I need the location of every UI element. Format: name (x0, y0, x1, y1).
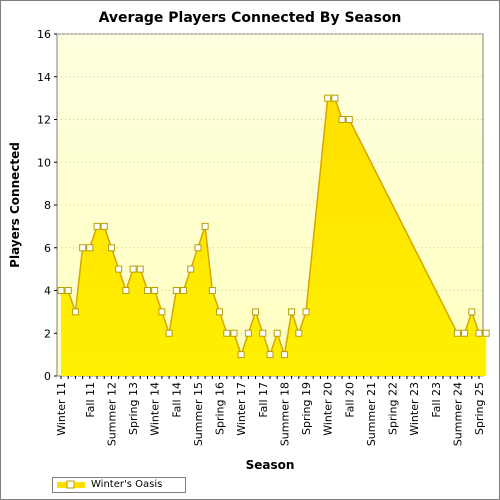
x-tick-label: Spring 25 (473, 382, 486, 435)
y-tick-label: 0 (44, 370, 51, 383)
x-tick-label: Spring 13 (127, 382, 140, 435)
data-point (230, 329, 238, 337)
data-point (324, 94, 332, 102)
y-tick-label: 14 (37, 71, 51, 84)
x-tick-label: Spring 19 (300, 382, 313, 435)
data-point (223, 329, 231, 337)
data-point (158, 308, 166, 316)
data-point (100, 222, 108, 230)
data-point (187, 265, 195, 273)
x-tick-label: Fall 17 (257, 382, 270, 418)
x-tick-label: Winter 14 (149, 382, 162, 436)
y-tick-label: 16 (37, 28, 51, 41)
data-point (71, 308, 79, 316)
x-tick-label: Fall 20 (343, 382, 356, 418)
data-point (288, 308, 296, 316)
y-tick-label: 6 (44, 242, 51, 255)
data-point (93, 222, 101, 230)
data-point (468, 308, 476, 316)
data-point (79, 244, 87, 252)
y-axis-ticks: 0 2 4 6 8 10 12 14 16 (37, 28, 57, 383)
data-point (338, 116, 346, 123)
data-point (482, 329, 490, 337)
x-tick-label: Winter 11 (55, 382, 68, 436)
data-point (259, 329, 267, 337)
x-tick-label: Fall 23 (430, 382, 443, 418)
data-point (302, 308, 310, 316)
x-tick-label: Fall 14 (170, 382, 183, 418)
x-tick-label: Summer 18 (278, 382, 291, 446)
data-point (453, 329, 461, 337)
legend-label: Winter's Oasis (91, 479, 163, 490)
x-tick-label: Winter 20 (322, 382, 335, 436)
y-tick-label: 12 (37, 114, 51, 127)
data-point (115, 265, 123, 273)
data-point (461, 329, 469, 337)
data-point (475, 329, 483, 337)
data-point (107, 244, 115, 252)
data-point (237, 351, 245, 359)
data-point (194, 244, 202, 252)
data-point (266, 351, 274, 359)
y-tick-label: 4 (44, 285, 51, 298)
data-point (201, 222, 209, 230)
data-point (122, 287, 130, 294)
x-tick-label: Spring 22 (387, 382, 400, 435)
chart-title: Average Players Connected By Season (99, 10, 402, 26)
data-point (252, 308, 260, 316)
x-tick-label: Winter 17 (235, 382, 248, 436)
x-tick-label: Summer 21 (365, 382, 378, 446)
series-area (61, 98, 487, 376)
data-point (143, 287, 151, 294)
data-point (86, 244, 94, 252)
data-point (244, 329, 252, 337)
x-tick-label: Summer 15 (192, 382, 205, 446)
data-point (295, 329, 303, 337)
x-tick-label: Summer 12 (105, 382, 118, 446)
data-point (151, 287, 159, 294)
data-point (172, 287, 180, 294)
data-point (280, 351, 288, 359)
data-point (64, 287, 72, 294)
data-point (165, 329, 173, 337)
series-points (57, 94, 490, 359)
y-tick-label: 10 (37, 156, 51, 169)
x-tick-label: Fall 11 (84, 382, 97, 418)
y-axis-title: Players Connected (8, 142, 22, 268)
x-axis-title: Season (246, 458, 295, 472)
legend: Winter's Oasis (52, 477, 186, 493)
data-point (216, 308, 224, 316)
x-axis-ticks: Winter 11 Fall 11 Summer 12 Spring 13 Winter… (55, 376, 486, 446)
y-tick-label: 2 (44, 327, 51, 340)
x-tick-label: Spring 16 (214, 382, 227, 435)
data-point (57, 287, 65, 294)
data-point (331, 94, 339, 102)
data-point (345, 116, 353, 123)
data-point (208, 287, 216, 294)
data-point (136, 265, 144, 273)
data-point (180, 287, 188, 294)
data-point (129, 265, 137, 273)
x-tick-label: Winter 23 (408, 382, 421, 436)
data-point (273, 329, 281, 337)
x-tick-label: Summer 24 (451, 382, 464, 446)
legend-swatch-icon (57, 480, 85, 489)
y-tick-label: 8 (44, 199, 51, 212)
